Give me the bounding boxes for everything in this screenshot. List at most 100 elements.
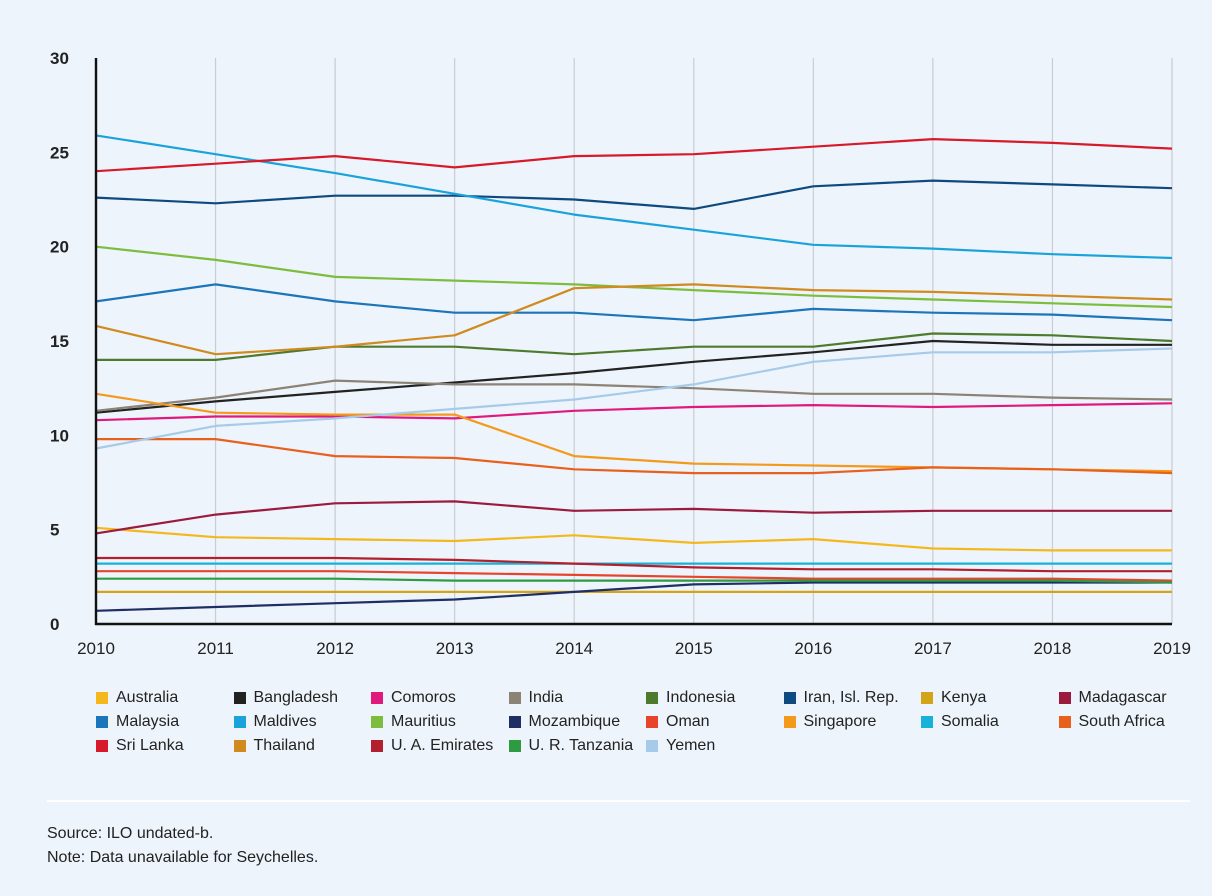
x-tick-label: 2013 xyxy=(436,639,474,658)
legend-label: Yemen xyxy=(666,737,716,754)
legend-label: Malaysia xyxy=(116,713,180,730)
legend-entry: Mozambique xyxy=(508,713,647,731)
legend-entry: Mauritius xyxy=(371,713,509,731)
axes xyxy=(94,58,1172,626)
x-tick-label: 2010 xyxy=(77,639,115,658)
legend-swatch xyxy=(1058,716,1071,728)
legend-swatch xyxy=(233,692,246,704)
tick-labels: 0 5 10 15 20 25 30 2010 2011 2012 2013 2014 2015 2016… xyxy=(50,49,1191,658)
legend-swatch xyxy=(646,740,658,752)
legend-entry: Oman xyxy=(646,713,784,731)
legend-swatch xyxy=(508,692,521,704)
y-tick-label: 10 xyxy=(50,426,69,445)
legend-label: U. R. Tanzania xyxy=(528,737,634,754)
legend-swatch xyxy=(371,716,383,728)
legend-label: Sri Lanka xyxy=(116,737,184,754)
y-tick-label: 25 xyxy=(50,143,69,162)
legend-swatch xyxy=(921,716,933,728)
legend-swatch xyxy=(508,716,521,728)
x-tick-label: 2012 xyxy=(316,639,354,658)
legend-row: Malaysia Maldives Mauritius Mozambique Oman S… xyxy=(96,710,1196,734)
legend-swatch xyxy=(96,740,108,752)
legend-entry: Malaysia xyxy=(96,713,234,731)
series-line-thailand xyxy=(95,283,1173,356)
legend-entry: Comoros xyxy=(371,689,509,707)
x-tick-label: 2015 xyxy=(675,639,713,658)
series-line-iran-isl-rep xyxy=(95,179,1173,210)
y-tick-label: 30 xyxy=(50,49,69,68)
series-line-south-africa xyxy=(96,438,1173,475)
series-line-australia xyxy=(95,526,1172,552)
legend-entry: Iran, Isl. Rep. xyxy=(783,689,922,707)
series-line-yemen xyxy=(95,347,1173,450)
legend-label: Singapore xyxy=(803,713,877,730)
series-line-bangladesh xyxy=(95,339,1172,414)
legend-entry: U. A. Emirates xyxy=(371,737,509,755)
series-line-u-r-tanzania xyxy=(96,577,1173,584)
y-tick-label: 20 xyxy=(50,238,69,257)
footer-notes: Source: ILO undated-b. Note: Data unavai… xyxy=(47,822,318,870)
x-tick-label: 2016 xyxy=(794,639,832,658)
legend-label: Comoros xyxy=(391,689,456,706)
x-tick-label: 2011 xyxy=(197,639,234,658)
legend-entry: Australia xyxy=(96,689,234,707)
legend-entry: Yemen xyxy=(646,737,784,755)
legend-swatch xyxy=(646,716,658,728)
legend-entry: Sri Lanka xyxy=(96,737,234,755)
legend-label: Somalia xyxy=(941,713,999,730)
x-tick-label: 2014 xyxy=(555,639,593,658)
legend-entry: Singapore xyxy=(783,713,922,731)
series-line-comoros xyxy=(95,402,1173,422)
legend-label: Kenya xyxy=(941,689,987,706)
legend-label: Mozambique xyxy=(528,713,621,730)
legend-label: South Africa xyxy=(1078,713,1165,730)
legend-entry: Bangladesh xyxy=(233,689,372,707)
x-tick-label: 2019 xyxy=(1153,639,1191,658)
legend-swatch xyxy=(96,692,108,704)
legend-entry: Indonesia xyxy=(646,689,784,707)
series-line-indonesia xyxy=(96,332,1173,361)
legend-label: Thailand xyxy=(253,737,315,754)
legend-label: Australia xyxy=(116,689,179,706)
x-tick-label: 2018 xyxy=(1034,639,1072,658)
series-line-madagascar xyxy=(95,500,1172,535)
legend-label: Indonesia xyxy=(666,689,736,706)
series-line-maldives xyxy=(95,134,1173,260)
legend-entry: Kenya xyxy=(921,689,1059,707)
x-tick-label: 2017 xyxy=(914,639,952,658)
y-tick-label: 5 xyxy=(50,521,59,540)
legend-label: India xyxy=(528,689,564,706)
legend-entry: Madagascar xyxy=(1058,689,1197,707)
legend-entry: Thailand xyxy=(233,737,372,755)
legend-swatch xyxy=(1058,692,1071,704)
legend-swatch xyxy=(233,740,246,752)
series-line-oman xyxy=(96,570,1173,582)
legend-entry: South Africa xyxy=(1058,713,1197,731)
legend-swatch xyxy=(96,716,108,728)
y-tick-label: 15 xyxy=(50,332,69,351)
legend-label: Maldives xyxy=(253,713,317,730)
series-line-u-a-emirates xyxy=(96,556,1172,573)
series-lines xyxy=(95,134,1173,612)
legend-swatch xyxy=(233,716,246,728)
line-chart: 0 5 10 15 20 25 30 2010 2011 2012 2013 2014 2015 2016… xyxy=(50,49,1191,658)
legend-label: Oman xyxy=(666,713,710,730)
legend-swatch xyxy=(371,692,383,704)
y-tick-label: 0 xyxy=(50,615,59,634)
legend-swatch xyxy=(646,692,658,704)
legend-label: Bangladesh xyxy=(253,689,339,706)
note-text: Note: Data unavailable for Seychelles. xyxy=(47,849,319,866)
legend-entry: India xyxy=(508,689,647,707)
series-line-malaysia xyxy=(95,283,1173,322)
legend-entry: Maldives xyxy=(233,713,372,731)
legend-entry: U. R. Tanzania xyxy=(508,737,647,755)
legend-label: Iran, Isl. Rep. xyxy=(803,689,899,706)
legend-label: Mauritius xyxy=(391,713,456,730)
legend-swatch xyxy=(783,692,796,704)
series-line-india xyxy=(95,379,1173,412)
divider xyxy=(47,800,1190,802)
legend-label: Madagascar xyxy=(1078,689,1167,706)
series-line-sri-lanka xyxy=(95,138,1173,173)
legend-entry: Somalia xyxy=(921,713,1059,731)
series-line-mauritius xyxy=(95,245,1173,309)
